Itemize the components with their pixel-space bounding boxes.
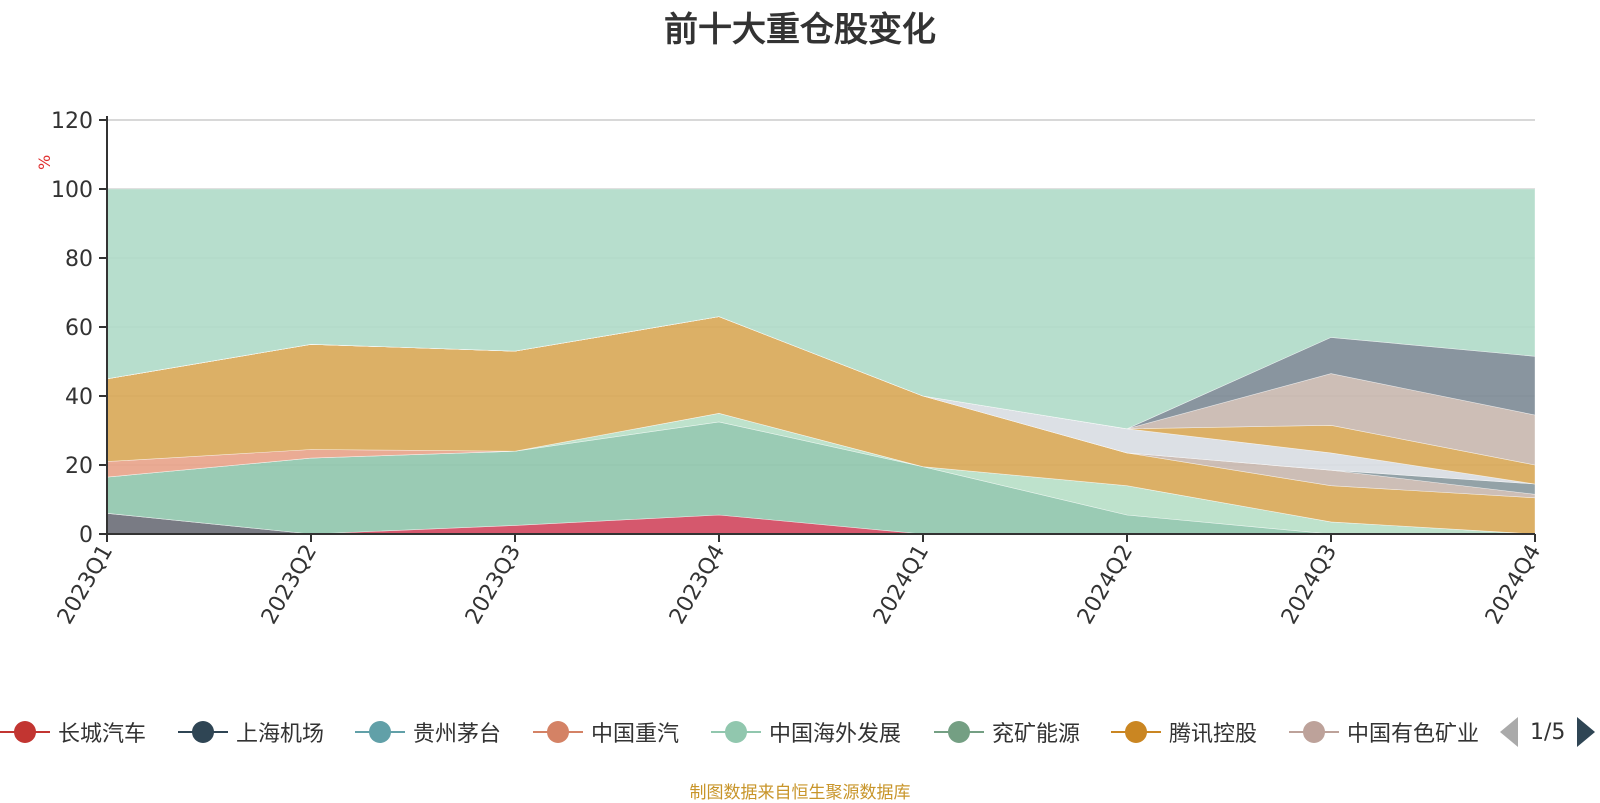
legend-pager: 1/5 <box>1500 712 1596 752</box>
legend-label: 中国海外发展 <box>769 722 902 747</box>
y-tick-label-40: 40 <box>65 385 93 410</box>
y-tick-label-120: 120 <box>51 109 93 134</box>
legend-marker-icon <box>355 712 405 752</box>
x-tick-label-2024Q4: 2024Q4 <box>1481 541 1546 629</box>
y-tick-label-100: 100 <box>51 178 93 203</box>
legend-label: 上海机场 <box>236 722 325 747</box>
legend-label: 兖矿能源 <box>992 722 1081 747</box>
legend-item-长城汽车[interactable]: 长城汽车 <box>0 712 146 752</box>
legend-item-兖矿能源[interactable]: 兖矿能源 <box>934 712 1080 752</box>
legend-label: 中国有色矿业 <box>1347 722 1480 747</box>
legend-marker-icon <box>1289 712 1339 752</box>
legend-item-中国重汽[interactable]: 中国重汽 <box>533 712 679 752</box>
x-tick-label-2023Q4: 2023Q4 <box>665 541 730 629</box>
legend-page-indicator: 1/5 <box>1530 719 1566 745</box>
legend-label: 长城汽车 <box>58 722 147 747</box>
x-tick-label-2024Q2: 2024Q2 <box>1073 541 1138 629</box>
legend-next-arrow-icon[interactable] <box>1577 717 1596 747</box>
legend-marker-icon <box>934 712 984 752</box>
legend-marker-icon <box>533 712 583 752</box>
legend-label: 腾讯控股 <box>1169 722 1258 747</box>
x-tick-label-2024Q3: 2024Q3 <box>1277 541 1342 629</box>
area-其他 <box>106 188 1536 430</box>
legend-marker-icon <box>1111 712 1161 752</box>
y-tick-label-0: 0 <box>79 523 93 548</box>
legend-item-中国有色矿业[interactable]: 中国有色矿业 <box>1289 712 1479 752</box>
y-axis-label: % <box>35 155 54 170</box>
legend: 长城汽车 上海机场 贵州茅台 中国重汽 中国海外发展 兖矿能源 腾讯控股 中国有色矿业 <box>0 712 1600 752</box>
legend-item-中国海外发展[interactable]: 中国海外发展 <box>711 712 901 752</box>
y-tick-label-80: 80 <box>65 247 93 272</box>
x-tick-label-2023Q1: 2023Q1 <box>53 541 118 629</box>
x-tick-label-2023Q3: 2023Q3 <box>461 541 526 629</box>
x-tick-label-2024Q1: 2024Q1 <box>869 541 934 629</box>
legend-marker-icon <box>0 712 50 752</box>
legend-prev-arrow-icon[interactable] <box>1500 717 1518 747</box>
legend-label: 贵州茅台 <box>413 722 502 747</box>
y-tick-label-20: 20 <box>65 454 93 479</box>
x-tick-label-2023Q2: 2023Q2 <box>257 541 322 629</box>
legend-item-腾讯控股[interactable]: 腾讯控股 <box>1111 712 1257 752</box>
legend-marker-icon <box>711 712 761 752</box>
source-note: 制图数据来自恒生聚源数据库 <box>689 783 911 803</box>
legend-item-上海机场[interactable]: 上海机场 <box>178 712 324 752</box>
area-series <box>106 188 1536 535</box>
stacked-area-chart: 0 20 40 60 80 100 120% 2023Q1 2023Q2 2023Q3 2023Q4… <box>35 109 1546 629</box>
legend-marker-icon <box>178 712 228 752</box>
y-tick-label-60: 60 <box>65 316 93 341</box>
legend-label: 中国重汽 <box>591 722 680 747</box>
chart-title: 前十大重仓股变化 <box>664 10 936 50</box>
legend-item-贵州茅台[interactable]: 贵州茅台 <box>355 712 501 752</box>
